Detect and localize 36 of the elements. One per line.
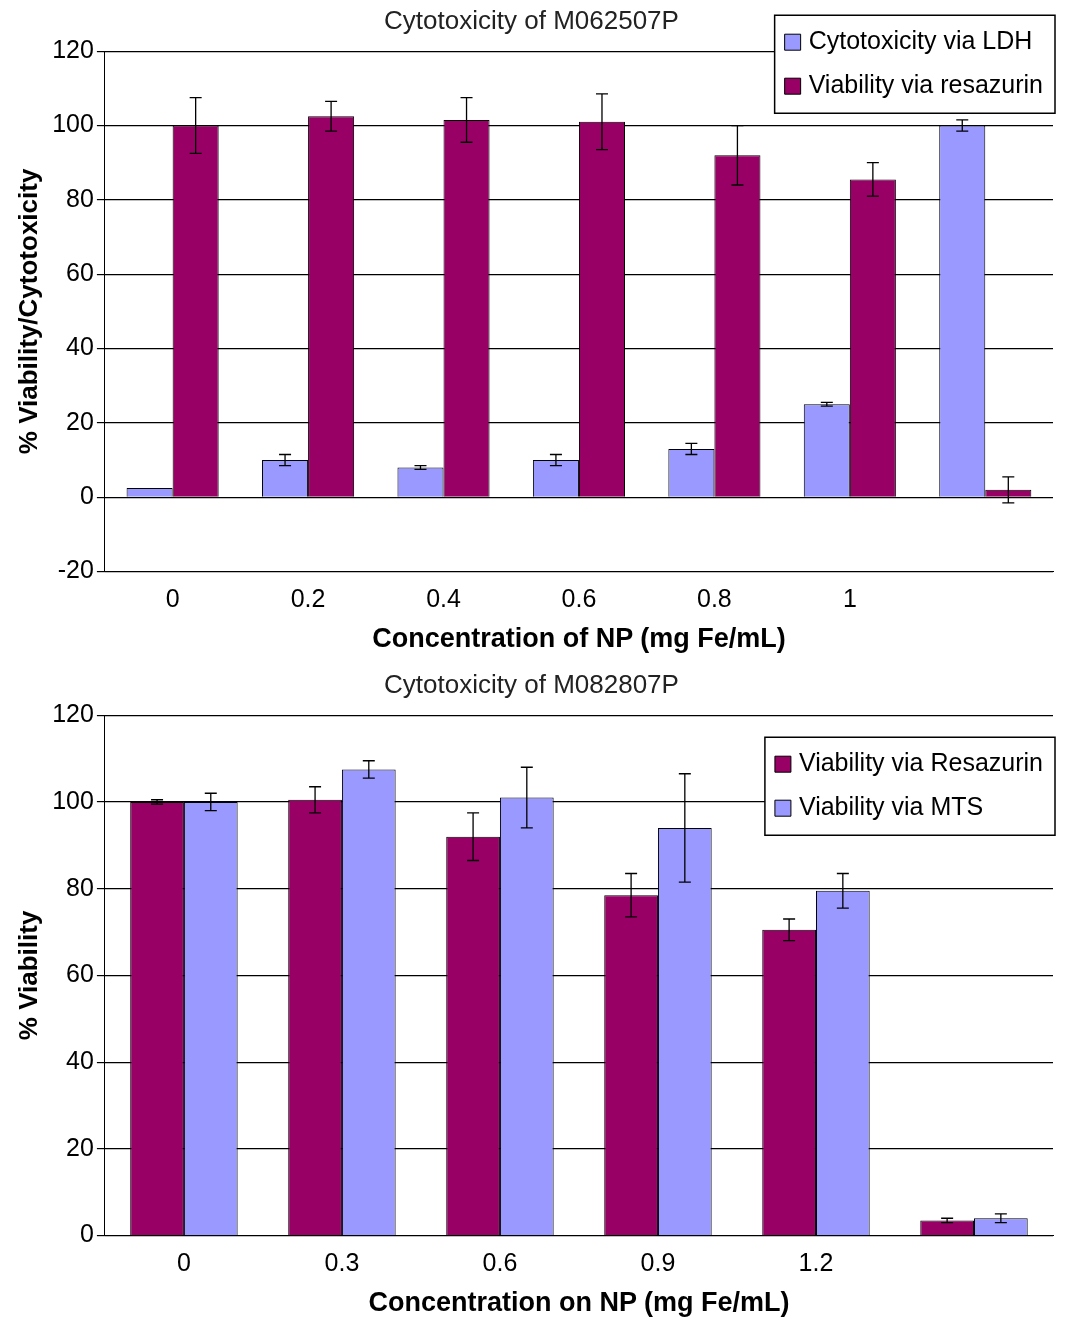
x-tick-label: 0.6 [561, 584, 597, 613]
y-tick-label: 60 [66, 959, 94, 988]
x-tick-label: 0.9 [640, 1248, 676, 1277]
x-tick-label: 0 [165, 584, 180, 613]
x-tick-label: 0 [176, 1248, 191, 1277]
y-tick-label: 0 [80, 1219, 94, 1248]
x-tick-label: 1.2 [798, 1248, 834, 1277]
x-tick-label: 1 [842, 584, 857, 613]
y-tick-label: -20 [57, 555, 94, 584]
y-axis-title: % Viability/Cytotoxicity [12, 168, 43, 455]
y-tick-label: 120 [52, 35, 94, 64]
y-tick-label: 120 [52, 699, 94, 728]
y-tick-label: 20 [66, 406, 94, 435]
legend-label: Viability via MTS [798, 792, 984, 821]
y-tick-label: 100 [52, 109, 94, 138]
x-tick-label: 0.3 [324, 1248, 360, 1277]
y-tick-label: 100 [52, 785, 94, 814]
y-tick-label: 80 [66, 183, 94, 212]
y-tick-label: 80 [66, 872, 94, 901]
x-tick-label: 0.6 [482, 1248, 518, 1277]
y-tick-label: 40 [66, 332, 94, 361]
legend-label: Viability via Resazurin [798, 748, 1043, 777]
x-axis-title: Concentration of NP (mg Fe/mL) [372, 623, 786, 654]
x-tick-label: 0.8 [697, 584, 732, 613]
legend-label: Viability via resazurin [808, 70, 1044, 99]
x-tick-label: 0.4 [426, 584, 461, 613]
y-tick-label: 60 [66, 258, 94, 287]
chart-title: Cytotoxicity of M082807P [384, 668, 679, 699]
y-axis-title: % Viability [12, 910, 43, 1041]
y-tick-label: 0 [80, 481, 94, 510]
legend-label: Cytotoxicity via LDH [808, 26, 1033, 55]
y-tick-label: 20 [66, 1132, 94, 1161]
chart-title: Cytotoxicity of M062507P [384, 4, 679, 35]
y-tick-label: 40 [66, 1046, 94, 1075]
x-axis-title: Concentration on NP (mg Fe/mL) [368, 1287, 790, 1318]
x-tick-label: 0.2 [290, 584, 326, 613]
